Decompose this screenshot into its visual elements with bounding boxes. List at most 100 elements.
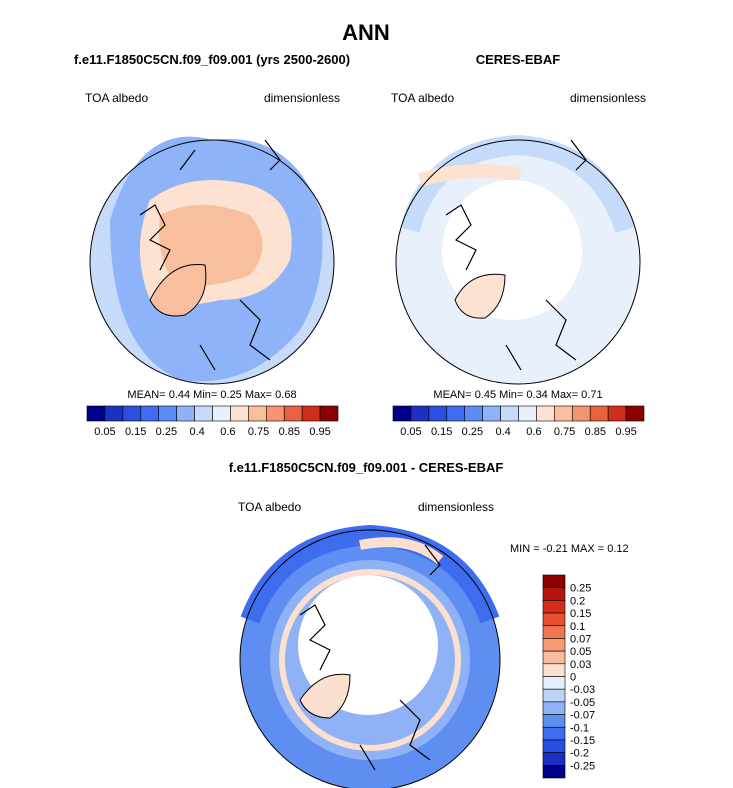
colorbar-label: 0.25 <box>570 583 591 595</box>
stat-value: 0.34 <box>526 389 547 401</box>
colorbar-box <box>392 405 412 422</box>
colorbar-box <box>542 676 566 690</box>
stat-label: Max= <box>245 389 272 401</box>
colorbar-box <box>428 405 448 422</box>
colorbar-label: 0.15 <box>570 608 591 620</box>
stat-value: -0.21 <box>543 543 568 555</box>
colorbar-box <box>194 405 213 422</box>
colorbar-box <box>104 405 124 422</box>
colorbar-box <box>542 600 566 614</box>
stat-label: MEAN= <box>127 389 165 401</box>
colorbar-box <box>176 405 195 422</box>
colorbar-box <box>542 587 566 601</box>
figure-title: ANN <box>342 20 390 45</box>
units-label: dimensionless <box>570 91 646 105</box>
colorbar-label: -0.05 <box>570 697 595 709</box>
colorbar-label: 0.15 <box>125 426 146 438</box>
colorbar-box <box>482 405 501 422</box>
colorbar-box <box>86 405 106 422</box>
colorbar-label: -0.03 <box>570 684 595 696</box>
colorbar-box <box>230 405 249 422</box>
colorbar-label: -0.25 <box>570 760 595 772</box>
colorbar-label: 0.25 <box>156 426 177 438</box>
colorbar-label: 0.6 <box>526 426 541 438</box>
variable-label: TOA albedo <box>391 91 454 105</box>
stat-value: 0.44 <box>169 389 190 401</box>
colorbar-box <box>625 405 645 422</box>
colorbar-box <box>446 405 466 422</box>
colorbar-box <box>542 701 566 715</box>
colorbar-box <box>536 405 555 422</box>
colorbar-label: -0.2 <box>570 748 589 760</box>
stats: MEAN= 0.44 Min= 0.25 Max= 0.68 <box>127 389 296 401</box>
panel-title: f.e11.F1850C5CN.f09_f09.001 - CERES-EBAF <box>229 460 504 475</box>
colorbar-label: 0.25 <box>462 426 483 438</box>
colorbar-label: 0.6 <box>220 426 235 438</box>
colorbar-label: 0.05 <box>570 646 591 658</box>
map <box>89 136 335 385</box>
colorbar-label: 0 <box>570 672 576 684</box>
map <box>239 524 501 788</box>
colorbar-label: 0.05 <box>94 426 115 438</box>
stat-value: 0.45 <box>475 389 496 401</box>
colorbar-label: -0.1 <box>570 722 589 734</box>
stat-value: 0.68 <box>275 389 296 401</box>
stats: MEAN= 0.45 Min= 0.34 Max= 0.71 <box>433 389 602 401</box>
variable-label: TOA albedo <box>85 91 148 105</box>
stat-label: Min= <box>193 389 217 401</box>
colorbar-box <box>589 405 609 422</box>
colorbar-box <box>410 405 430 422</box>
colorbar-label: 0.85 <box>279 426 300 438</box>
colorbar-label: 0.2 <box>570 595 585 607</box>
colorbar-box <box>265 405 285 422</box>
stats: MIN = -0.21 MAX = 0.12 <box>510 543 629 555</box>
colorbar-box <box>542 726 566 741</box>
colorbar-box <box>500 405 519 422</box>
stat-label: MIN = <box>510 543 540 555</box>
colorbar-label: 0.4 <box>189 426 204 438</box>
stat-value: 0.12 <box>607 543 628 555</box>
colorbar-label: 0.05 <box>400 426 421 438</box>
colorbar-box <box>542 739 566 753</box>
colorbar-box <box>319 405 339 422</box>
units-label: dimensionless <box>264 91 340 105</box>
colorbar-box <box>554 405 573 422</box>
colorbar-box <box>212 405 231 422</box>
colorbar-box <box>607 405 627 422</box>
colorbar-box <box>542 612 566 627</box>
panel-title: CERES-EBAF <box>476 52 561 67</box>
colorbar-box <box>542 765 566 779</box>
colorbar-label: -0.15 <box>570 735 595 747</box>
colorbar-label: 0.95 <box>615 426 636 438</box>
stat-value: 0.25 <box>220 389 241 401</box>
colorbar-box <box>542 688 566 703</box>
stat-label: Min= <box>499 389 523 401</box>
colorbar-box <box>542 638 566 652</box>
colorbar-box <box>248 405 267 422</box>
colorbar-label: 0.4 <box>495 426 510 438</box>
colorbar-box <box>542 625 566 639</box>
colorbar-box <box>122 405 142 422</box>
colorbar-box <box>140 405 160 422</box>
colorbar-label: 0.95 <box>309 426 330 438</box>
stat-label: Max= <box>551 389 578 401</box>
colorbar-box <box>283 405 303 422</box>
colorbar-box <box>464 405 483 422</box>
panel-title: f.e11.F1850C5CN.f09_f09.001 (yrs 2500-26… <box>74 52 350 67</box>
colorbar-label: 0.03 <box>570 659 591 671</box>
colorbar-label: 0.75 <box>248 426 269 438</box>
stat-value: 0.71 <box>581 389 602 401</box>
colorbar-box <box>542 663 566 677</box>
colorbar-box <box>571 405 591 422</box>
colorbar-box <box>301 405 321 422</box>
map <box>395 134 641 385</box>
colorbar-label: 0.1 <box>570 621 585 633</box>
colorbar-label: -0.07 <box>570 710 595 722</box>
units-label: dimensionless <box>418 500 494 514</box>
colorbar-box <box>518 405 537 422</box>
colorbar-label: 0.75 <box>554 426 575 438</box>
colorbar-box <box>158 405 177 422</box>
colorbar-box <box>542 650 566 665</box>
stat-label: MAX = <box>571 543 604 555</box>
